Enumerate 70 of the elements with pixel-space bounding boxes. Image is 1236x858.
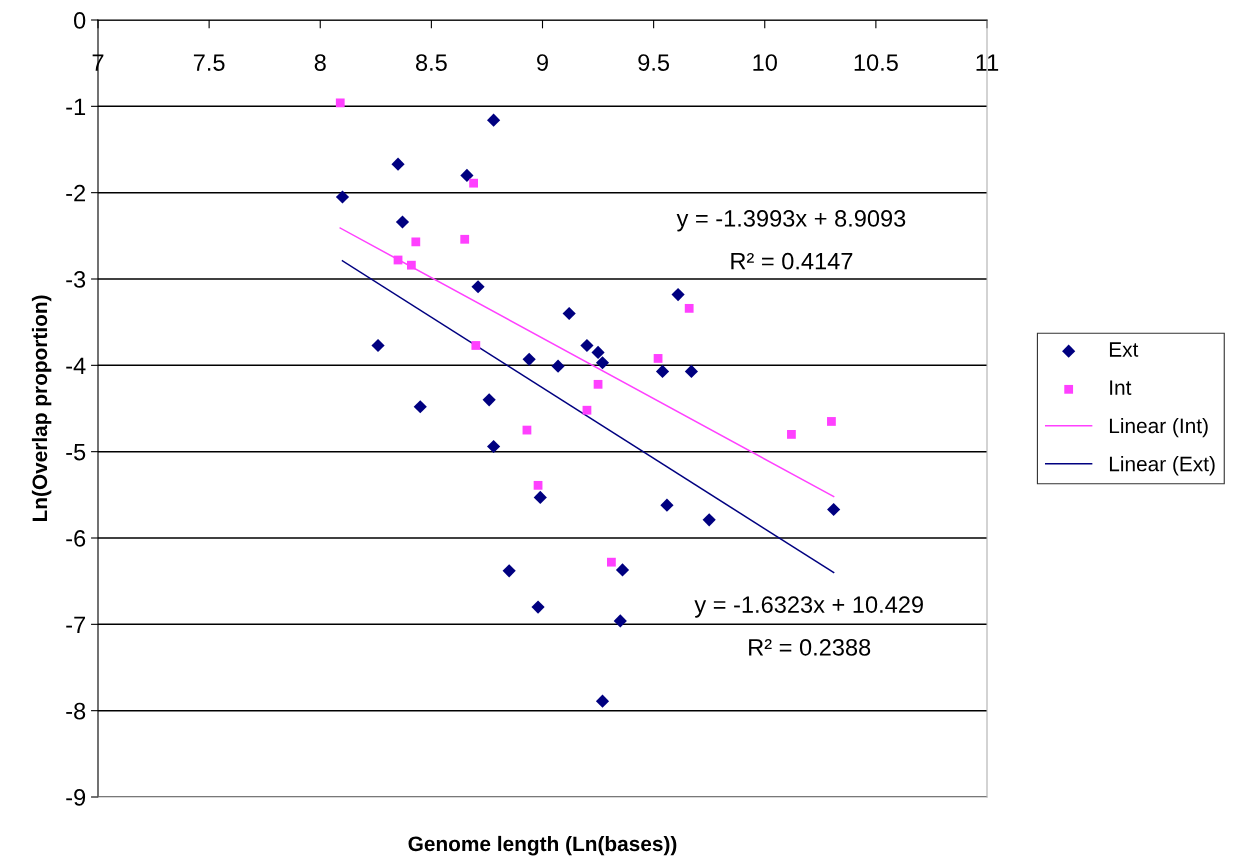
x-tick-label: 9: [537, 54, 548, 71]
point: [591, 345, 605, 359]
point: [562, 306, 576, 321]
point: [487, 439, 501, 454]
x-tick-label: 8.5: [415, 54, 447, 71]
point: [660, 498, 674, 512]
point: [827, 417, 836, 426]
y-tick-label: -9: [66, 789, 86, 806]
legend-label: Ext: [1109, 342, 1139, 357]
y-tick-label: -4: [66, 357, 86, 374]
y-tick-label: -3: [66, 271, 86, 288]
point: [460, 168, 474, 182]
y-tick-label: -2: [66, 184, 86, 202]
point: [607, 557, 616, 567]
point: [684, 364, 698, 378]
point: [595, 694, 610, 708]
x-tick-label: 8: [314, 54, 326, 71]
x-axis-title: Genome length (Ln(bases)): [408, 835, 677, 856]
annotation: R² = 0.4147: [731, 252, 853, 270]
point: [580, 338, 594, 353]
legend-label: Linear (Int): [1109, 417, 1208, 438]
point: [702, 513, 716, 527]
point: [502, 564, 516, 578]
point: [582, 405, 592, 415]
point: [655, 364, 670, 378]
y-tick-label: -8: [66, 702, 86, 720]
point: [487, 113, 501, 127]
point: [615, 563, 630, 577]
point: [471, 280, 485, 294]
point: [787, 430, 796, 439]
point: [533, 480, 543, 490]
x-tick-label: 10: [753, 54, 777, 71]
y-tick-label: 0: [73, 12, 86, 29]
point: [371, 338, 385, 353]
y-tick-label: -1: [66, 98, 86, 115]
point: [613, 614, 627, 628]
y-axis-title: Ln(Overlap proportion): [31, 295, 52, 522]
point: [827, 502, 841, 517]
point: [391, 157, 405, 171]
legend-label: Int: [1110, 380, 1132, 395]
point: [411, 237, 421, 247]
x-tick-label: 10.5: [854, 54, 898, 71]
legend-label: Linear (Ext): [1109, 456, 1215, 476]
x-tick-label: 9.5: [638, 54, 670, 71]
point: [413, 400, 427, 414]
point: [533, 490, 547, 505]
point: [531, 600, 545, 614]
point: [671, 287, 685, 302]
annotation: y = -1.3993x + 8.9093: [676, 210, 906, 232]
y-tick-label: -6: [66, 530, 86, 547]
point: [335, 190, 350, 204]
annotation: y = -1.6323x + 10.429: [694, 596, 923, 618]
point: [469, 178, 478, 188]
y-tick-label: -7: [66, 616, 86, 633]
x-tick-label: 11: [976, 54, 999, 71]
point: [335, 98, 345, 108]
x-tick-label: 7.5: [193, 54, 225, 71]
point: [593, 379, 603, 389]
annotation: R² = 0.2388: [749, 638, 871, 656]
point: [653, 354, 663, 363]
point: [471, 341, 481, 350]
point: [395, 215, 410, 229]
point: [406, 260, 416, 270]
point: [595, 356, 610, 370]
point: [684, 303, 694, 313]
point: [551, 359, 565, 373]
point: [460, 234, 470, 244]
point: [522, 352, 536, 366]
y-tick-label: -5: [66, 443, 86, 461]
point: [482, 393, 496, 407]
